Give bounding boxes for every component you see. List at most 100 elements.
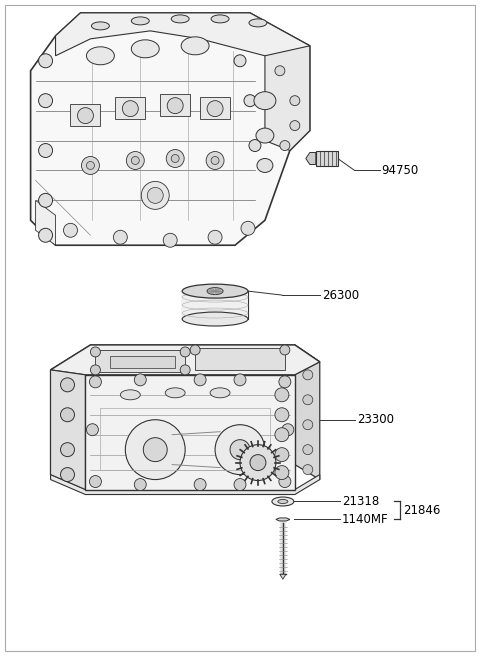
Polygon shape — [31, 13, 310, 245]
Circle shape — [63, 223, 77, 237]
Ellipse shape — [210, 388, 230, 398]
Circle shape — [250, 455, 266, 470]
Circle shape — [190, 345, 200, 355]
Circle shape — [134, 374, 146, 386]
Ellipse shape — [254, 92, 276, 110]
Ellipse shape — [257, 159, 273, 173]
Circle shape — [194, 374, 206, 386]
Circle shape — [180, 365, 190, 375]
Circle shape — [275, 428, 289, 441]
Circle shape — [290, 121, 300, 131]
Circle shape — [38, 94, 52, 108]
Circle shape — [206, 152, 224, 169]
Text: 21846: 21846 — [404, 504, 441, 517]
Circle shape — [234, 479, 246, 491]
Ellipse shape — [171, 15, 189, 23]
Polygon shape — [50, 345, 320, 375]
Text: 26300: 26300 — [322, 289, 359, 302]
Circle shape — [275, 447, 289, 462]
Circle shape — [244, 94, 256, 107]
Circle shape — [38, 228, 52, 242]
Polygon shape — [56, 13, 310, 61]
Circle shape — [275, 388, 289, 401]
Circle shape — [282, 424, 294, 436]
Polygon shape — [50, 474, 320, 495]
Bar — [182, 291, 248, 319]
Polygon shape — [50, 370, 85, 489]
Circle shape — [166, 150, 184, 167]
Ellipse shape — [249, 19, 267, 27]
Circle shape — [303, 445, 313, 455]
Circle shape — [180, 347, 190, 357]
Polygon shape — [50, 345, 320, 375]
Circle shape — [132, 157, 139, 165]
Polygon shape — [306, 152, 316, 165]
Text: 1140MF: 1140MF — [342, 513, 388, 526]
Polygon shape — [265, 46, 310, 150]
Circle shape — [126, 152, 144, 169]
Ellipse shape — [120, 390, 140, 400]
Circle shape — [211, 157, 219, 165]
Polygon shape — [50, 370, 85, 489]
Ellipse shape — [91, 22, 109, 30]
Circle shape — [279, 376, 291, 388]
Polygon shape — [280, 574, 286, 579]
Ellipse shape — [272, 497, 294, 506]
Bar — [71, 104, 100, 125]
Circle shape — [275, 408, 289, 422]
Circle shape — [215, 424, 265, 474]
Circle shape — [167, 98, 183, 113]
Bar — [115, 96, 145, 119]
Circle shape — [86, 161, 95, 169]
Circle shape — [303, 464, 313, 474]
Ellipse shape — [132, 17, 149, 25]
Circle shape — [241, 221, 255, 236]
Circle shape — [141, 182, 169, 209]
Circle shape — [279, 476, 291, 487]
Polygon shape — [96, 350, 185, 372]
Circle shape — [194, 479, 206, 491]
Circle shape — [38, 54, 52, 68]
Circle shape — [60, 408, 74, 422]
Ellipse shape — [211, 15, 229, 23]
Circle shape — [280, 345, 290, 355]
Circle shape — [208, 230, 222, 244]
Ellipse shape — [182, 312, 248, 326]
Circle shape — [275, 66, 285, 75]
Circle shape — [125, 420, 185, 480]
Circle shape — [303, 395, 313, 405]
Circle shape — [90, 365, 100, 375]
Circle shape — [234, 374, 246, 386]
Circle shape — [82, 157, 99, 174]
Circle shape — [77, 108, 94, 123]
Polygon shape — [276, 518, 290, 521]
Circle shape — [38, 144, 52, 157]
Circle shape — [89, 476, 101, 487]
Circle shape — [86, 424, 98, 436]
Circle shape — [249, 140, 261, 152]
Circle shape — [280, 140, 290, 150]
Ellipse shape — [278, 499, 288, 504]
Ellipse shape — [182, 284, 248, 298]
Ellipse shape — [207, 287, 223, 295]
Circle shape — [38, 194, 52, 207]
Ellipse shape — [181, 37, 209, 55]
Circle shape — [147, 188, 163, 203]
Ellipse shape — [165, 388, 185, 398]
Circle shape — [240, 445, 276, 481]
Circle shape — [230, 440, 250, 460]
Text: 21318: 21318 — [342, 495, 379, 508]
Circle shape — [90, 347, 100, 357]
Circle shape — [171, 155, 179, 163]
Circle shape — [275, 466, 289, 480]
Circle shape — [89, 376, 101, 388]
Circle shape — [60, 468, 74, 482]
Bar — [200, 96, 230, 119]
Text: 23300: 23300 — [357, 413, 394, 426]
Circle shape — [163, 234, 177, 247]
Bar — [160, 94, 190, 115]
Polygon shape — [316, 150, 338, 167]
Circle shape — [144, 438, 167, 462]
Polygon shape — [295, 345, 320, 480]
Circle shape — [303, 420, 313, 430]
